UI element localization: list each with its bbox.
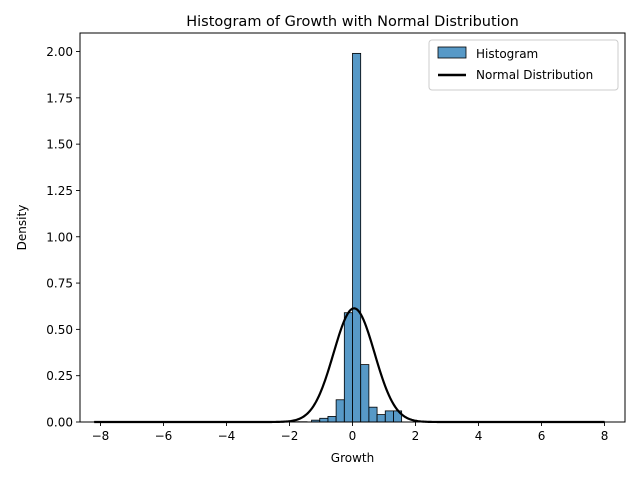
histogram-bar xyxy=(384,410,394,423)
histogram-bar xyxy=(352,52,362,423)
y-tick-label: 1.50 xyxy=(46,138,73,152)
x-tick-label: 6 xyxy=(538,429,546,443)
legend-box xyxy=(428,39,619,91)
x-tick-label: −6 xyxy=(155,429,173,443)
histogram-bar xyxy=(343,312,353,423)
histogram-bar xyxy=(368,406,378,423)
chart-title: Histogram of Growth with Normal Distribu… xyxy=(186,14,519,30)
x-tick-label: −8 xyxy=(92,429,110,443)
x-tick-label: 8 xyxy=(601,429,609,443)
histogram-bar xyxy=(335,399,345,423)
x-axis-label: Growth xyxy=(331,451,374,465)
y-tick-label: 2.00 xyxy=(46,45,73,59)
x-tick-label: 0 xyxy=(349,429,357,443)
y-axis-label: Density xyxy=(15,205,29,251)
y-tick-label: 1.25 xyxy=(46,184,73,198)
legend-normal-label: Normal Distribution xyxy=(476,68,593,82)
legend-histogram-swatch xyxy=(437,46,467,59)
x-tick-label: 2 xyxy=(412,429,420,443)
y-tick-label: 0.25 xyxy=(46,369,73,383)
legend: Histogram Normal Distribution xyxy=(428,39,619,91)
x-tick-label: −4 xyxy=(218,429,236,443)
y-tick-label: 1.75 xyxy=(46,91,73,105)
histogram-bar xyxy=(327,416,337,423)
y-tick-label: 1.00 xyxy=(46,230,73,244)
y-tick-label: 0.00 xyxy=(46,416,73,430)
x-axis: −8 −6 −4 −2 0 2 4 6 8 xyxy=(92,422,609,443)
legend-histogram-label: Histogram xyxy=(476,47,538,61)
histogram-bar xyxy=(360,364,370,423)
histogram-bar xyxy=(376,414,386,423)
y-tick-label: 0.75 xyxy=(46,277,73,291)
y-axis: 0.00 0.25 0.50 0.75 1.00 1.25 1.50 1.75 2.00 xyxy=(46,45,80,430)
y-tick-label: 0.50 xyxy=(46,323,73,337)
histogram-bar xyxy=(319,417,329,423)
x-tick-label: 4 xyxy=(475,429,483,443)
x-tick-label: −2 xyxy=(281,429,299,443)
